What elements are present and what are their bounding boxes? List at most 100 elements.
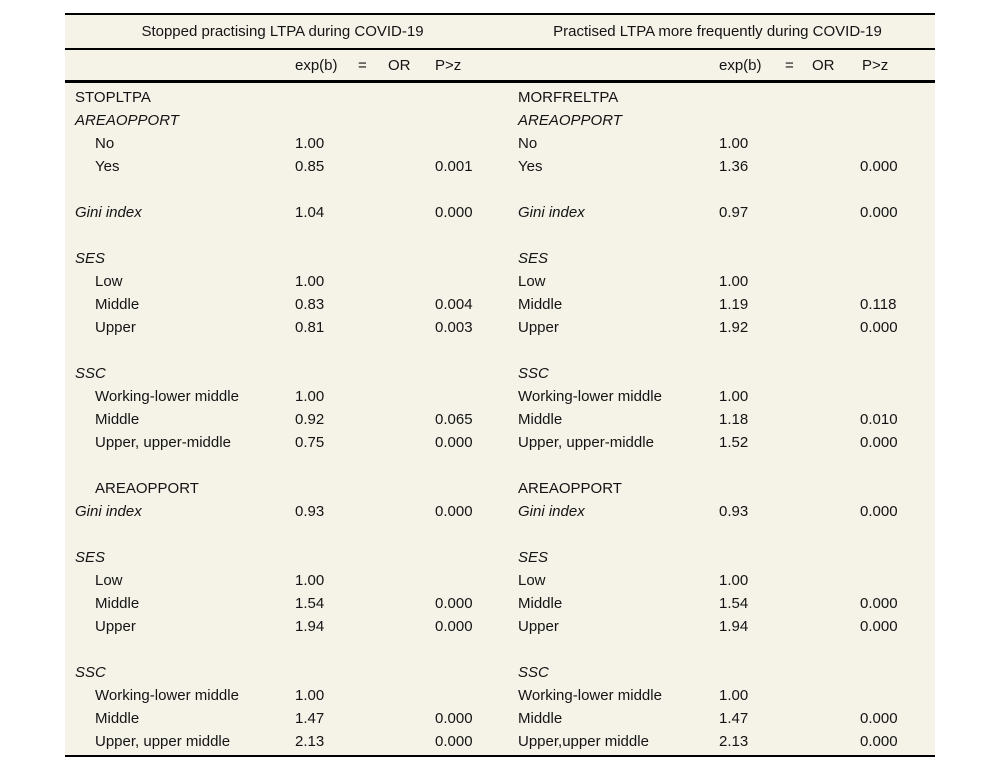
- row-label: Upper, upper-middle: [518, 434, 654, 451]
- table-row: Working-lower middle 1.00: [65, 684, 500, 707]
- table-row: Middle 1.19 0.118: [500, 293, 935, 316]
- row-label: Working-lower middle: [518, 687, 662, 704]
- pz-value: 0.065: [435, 411, 473, 428]
- table-row: Yes 0.85 0.001: [65, 155, 500, 178]
- table-row: Upper 1.94 0.000: [500, 615, 935, 638]
- row-label: Middle: [518, 595, 563, 612]
- left-panel-title: Stopped practising LTPA during COVID-19: [141, 23, 424, 40]
- expb-value: 1.54: [295, 595, 325, 612]
- expb-value: 1.00: [719, 273, 749, 290]
- row-label: Gini index: [518, 503, 585, 520]
- spacer-row: [500, 339, 935, 362]
- expb-value: 0.93: [295, 503, 325, 520]
- table-row: AREAOPPORT: [65, 477, 500, 500]
- pz-value: 0.003: [435, 319, 473, 336]
- table-row: Middle 1.18 0.010: [500, 408, 935, 431]
- expb-value: 1.04: [295, 204, 325, 221]
- table-row: Low 1.00: [500, 569, 935, 592]
- spacer-row: [500, 178, 935, 201]
- row-label: Gini index: [518, 204, 585, 221]
- panel-titles-row: Stopped practising LTPA during COVID-19 …: [65, 15, 935, 48]
- spacer-row: [500, 454, 935, 477]
- top-rule: [65, 13, 935, 15]
- table-row: AREAOPPORT: [65, 109, 500, 132]
- table-row: Gini index 0.97 0.000: [500, 201, 935, 224]
- expb-value: 0.83: [295, 296, 325, 313]
- table-row: SSC: [500, 661, 935, 684]
- expb-value: 1.36: [719, 158, 749, 175]
- table-row: Upper 1.94 0.000: [65, 615, 500, 638]
- expb-value: 1.00: [295, 388, 325, 405]
- expb-value: 1.00: [719, 388, 749, 405]
- col-header-equals: =: [358, 57, 367, 74]
- col-header-expb: exp(b): [295, 57, 338, 74]
- table-row: SSC: [65, 661, 500, 684]
- pz-value: 0.000: [435, 595, 473, 612]
- expb-value: 0.92: [295, 411, 325, 428]
- row-label: AREAOPPORT: [518, 480, 622, 497]
- table-row: Working-lower middle 1.00: [65, 385, 500, 408]
- pz-value: 0.000: [860, 319, 898, 336]
- pz-value: 0.000: [435, 710, 473, 727]
- row-label: Middle: [518, 296, 563, 313]
- row-label: Upper: [518, 618, 559, 635]
- expb-value: 0.85: [295, 158, 325, 175]
- spacer-row: [65, 454, 500, 477]
- expb-value: 2.13: [719, 733, 749, 750]
- regression-results-table: Stopped practising LTPA during COVID-19 …: [65, 13, 935, 757]
- table-row: SES: [500, 546, 935, 569]
- table-row: Upper 1.92 0.000: [500, 316, 935, 339]
- pz-value: 0.001: [435, 158, 473, 175]
- row-label: SSC: [518, 664, 549, 681]
- table-row: SES: [65, 546, 500, 569]
- spacer-row: [65, 224, 500, 247]
- spacer-row: [65, 638, 500, 661]
- spacer-row: [65, 178, 500, 201]
- spacer-row: [65, 339, 500, 362]
- expb-value: 1.54: [719, 595, 749, 612]
- table-row: Gini index 0.93 0.000: [65, 500, 500, 523]
- expb-value: 2.13: [295, 733, 325, 750]
- col-header-pz: P>z: [435, 57, 462, 74]
- right-column-headers: exp(b) = OR P>z: [500, 50, 935, 80]
- pz-value: 0.000: [435, 503, 473, 520]
- table-row: Middle 1.47 0.000: [65, 707, 500, 730]
- row-label: Middle: [95, 411, 140, 428]
- col-header-expb: exp(b): [719, 57, 762, 74]
- row-label: Upper: [95, 319, 136, 336]
- table-row: Working-lower middle 1.00: [500, 684, 935, 707]
- expb-value: 1.47: [295, 710, 325, 727]
- row-label: Upper, upper middle: [95, 733, 231, 750]
- row-label: Middle: [95, 710, 140, 727]
- row-label: MORFRELTPA: [518, 89, 619, 106]
- pz-value: 0.000: [860, 595, 898, 612]
- pz-value: 0.000: [435, 204, 473, 221]
- pz-value: 0.000: [435, 618, 473, 635]
- expb-value: 1.00: [295, 135, 325, 152]
- table-row: Middle 1.54 0.000: [65, 592, 500, 615]
- row-label: Working-lower middle: [95, 687, 239, 704]
- table-row: Upper, upper-middle 0.75 0.000: [65, 431, 500, 454]
- row-label: AREAOPPORT: [518, 112, 622, 129]
- table-row: No 1.00: [500, 132, 935, 155]
- row-label: SES: [518, 549, 549, 566]
- row-label: Upper, upper-middle: [95, 434, 231, 451]
- pz-value: 0.000: [860, 618, 898, 635]
- right-panel-rows: MORFRELTPA AREAOPPORT No 1.00 Yes 1.36 0.000 Gi…: [500, 86, 935, 753]
- expb-value: 1.19: [719, 296, 749, 313]
- row-label: SSC: [75, 365, 106, 382]
- expb-value: 1.52: [719, 434, 749, 451]
- expb-value: 1.00: [295, 273, 325, 290]
- table-row: Middle 0.92 0.065: [65, 408, 500, 431]
- table-row: Gini index 0.93 0.000: [500, 500, 935, 523]
- row-label: No: [95, 135, 115, 152]
- col-header-equals: =: [785, 57, 794, 74]
- table-row: Middle 1.54 0.000: [500, 592, 935, 615]
- pz-value: 0.010: [860, 411, 898, 428]
- table-row: SSC: [65, 362, 500, 385]
- row-label: Upper: [518, 319, 559, 336]
- row-label: Low: [518, 273, 546, 290]
- expb-value: 1.00: [295, 687, 325, 704]
- spacer-row: [500, 638, 935, 661]
- row-label: SES: [518, 250, 549, 267]
